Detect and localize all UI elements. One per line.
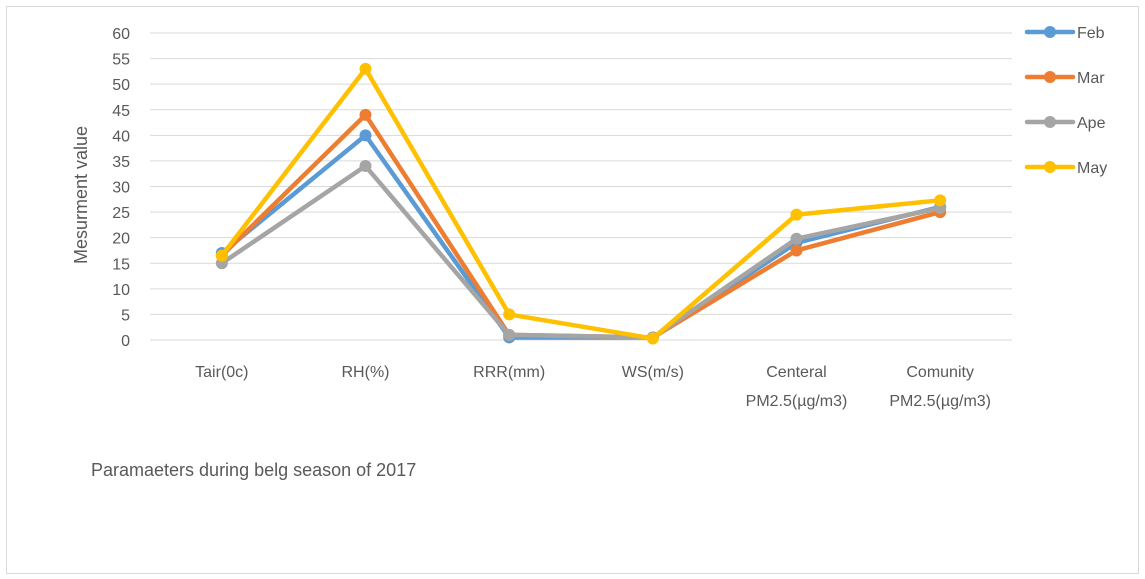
y-axis-title: Mesurment value xyxy=(71,126,91,264)
data-point-may xyxy=(215,249,228,262)
data-point-may xyxy=(359,62,372,75)
y-tick-label: 40 xyxy=(112,128,130,145)
y-tick-label: 15 xyxy=(112,256,130,273)
x-tick-label: Comunity xyxy=(906,364,974,381)
legend-marker-may xyxy=(1044,161,1056,173)
x-tick-label: Centeral xyxy=(766,364,826,381)
x-tick-label: RRR(mm) xyxy=(473,364,545,381)
series-line-feb xyxy=(219,133,943,340)
legend-label: Mar xyxy=(1077,70,1105,87)
data-point-feb xyxy=(359,129,372,142)
legend-label: Feb xyxy=(1077,25,1105,42)
chart-frame: 0 5 10 15 20 25 30 35 40 45 50 55 60 Tair(0c) RH(%) RR… xyxy=(6,6,1139,574)
legend-label: May xyxy=(1077,160,1107,177)
legend: Feb Mar Ape May xyxy=(1024,25,1107,177)
x-tick-label: WS(m/s) xyxy=(622,364,684,381)
legend-marker-mar xyxy=(1044,71,1056,83)
legend-marker-ape xyxy=(1044,116,1056,128)
data-point-ape xyxy=(359,160,372,173)
series-line-mar xyxy=(219,112,943,340)
data-point-ape xyxy=(503,328,516,341)
y-tick-label: 25 xyxy=(112,205,130,222)
data-point-may xyxy=(646,332,659,345)
y-tick-label: 55 xyxy=(112,52,130,69)
series-layer xyxy=(215,62,947,345)
data-point-mar xyxy=(790,244,803,257)
y-axis-ticks: 0 5 10 15 20 25 30 35 40 45 50 55 60 xyxy=(112,26,130,350)
y-tick-label: 30 xyxy=(112,180,130,197)
line-chart: 0 5 10 15 20 25 30 35 40 45 50 55 60 Tair(0c) RH(%) RR… xyxy=(71,25,1107,480)
data-point-may xyxy=(790,208,803,221)
y-tick-label: 45 xyxy=(112,103,130,120)
x-tick-label: Tair(0c) xyxy=(195,364,248,381)
x-axis-title: Paramaeters during belg season of 2017 xyxy=(91,460,416,480)
y-tick-label: 20 xyxy=(112,231,130,248)
series-line-ape xyxy=(219,163,943,340)
y-tick-label: 60 xyxy=(112,26,130,43)
x-tick-label: RH(%) xyxy=(342,364,390,381)
y-tick-label: 10 xyxy=(112,282,130,299)
x-axis-ticks: Tair(0c) RH(%) RRR(mm) WS(m/s) Centeral PM2.5… xyxy=(195,364,991,410)
data-point-may xyxy=(503,308,516,321)
y-tick-label: 0 xyxy=(121,333,130,350)
data-point-mar xyxy=(359,108,372,121)
x-tick-label: PM2.5(µg/m3) xyxy=(746,393,848,410)
data-point-ape xyxy=(790,232,803,245)
data-point-may xyxy=(934,194,947,207)
x-tick-label: PM2.5(µg/m3) xyxy=(889,393,991,410)
y-tick-label: 50 xyxy=(112,77,130,94)
series-line-may xyxy=(219,66,943,341)
y-tick-label: 35 xyxy=(112,154,130,171)
legend-label: Ape xyxy=(1077,115,1106,132)
legend-marker-feb xyxy=(1044,26,1056,38)
gridlines xyxy=(150,32,1012,341)
y-tick-label: 5 xyxy=(121,307,130,324)
